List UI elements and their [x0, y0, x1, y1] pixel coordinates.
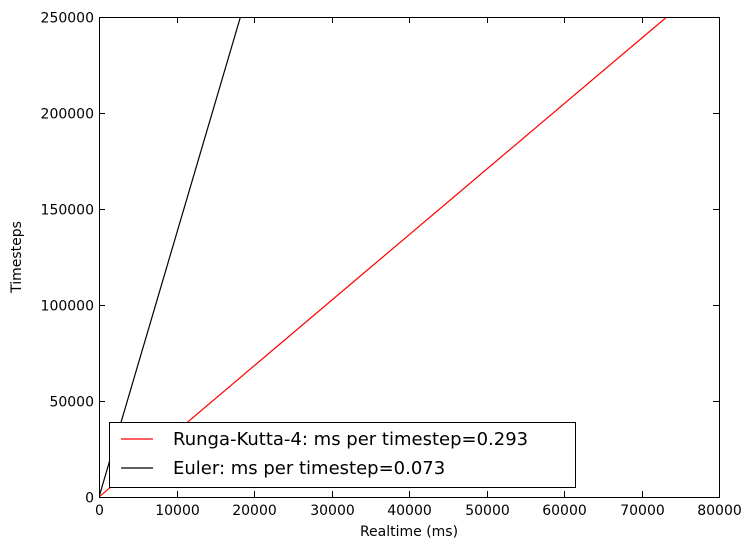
x-tick-label: 40000: [387, 503, 432, 519]
y-tick-label: 150000: [41, 203, 94, 219]
y-tick-label: 50000: [49, 395, 94, 411]
y-tick-label: 200000: [41, 107, 94, 123]
x-tick-label: 60000: [542, 503, 587, 519]
x-tick-label: 0: [95, 503, 104, 519]
legend: Runga-Kutta-4: ms per timestep=0.293 Eule…: [109, 422, 576, 488]
y-axis-label: Timesteps: [9, 221, 25, 294]
y-tick-label: 100000: [41, 299, 94, 315]
y-tick-label: 0: [85, 491, 94, 507]
x-tick-label: 20000: [232, 503, 277, 519]
legend-entry: Runga-Kutta-4: ms per timestep=0.293: [173, 429, 528, 450]
ticks-layer: 0 10000 20000 30000 40000 50000 60000 70000 8000…: [41, 11, 742, 520]
legend-entry: Euler: ms per timestep=0.073: [173, 458, 445, 479]
x-tick-label: 50000: [465, 503, 510, 519]
series-line-1: [99, 17, 668, 497]
legend-box: [109, 422, 576, 488]
x-tick-label: 30000: [310, 503, 355, 519]
x-tick-label: 80000: [697, 503, 742, 519]
series-layer: [99, 17, 668, 497]
y-tick-label: 250000: [41, 11, 94, 27]
x-axis-label: Realtime (ms): [360, 524, 458, 540]
series-line-2: [99, 17, 242, 497]
x-tick-label: 10000: [155, 503, 200, 519]
x-tick-label: 70000: [620, 503, 665, 519]
